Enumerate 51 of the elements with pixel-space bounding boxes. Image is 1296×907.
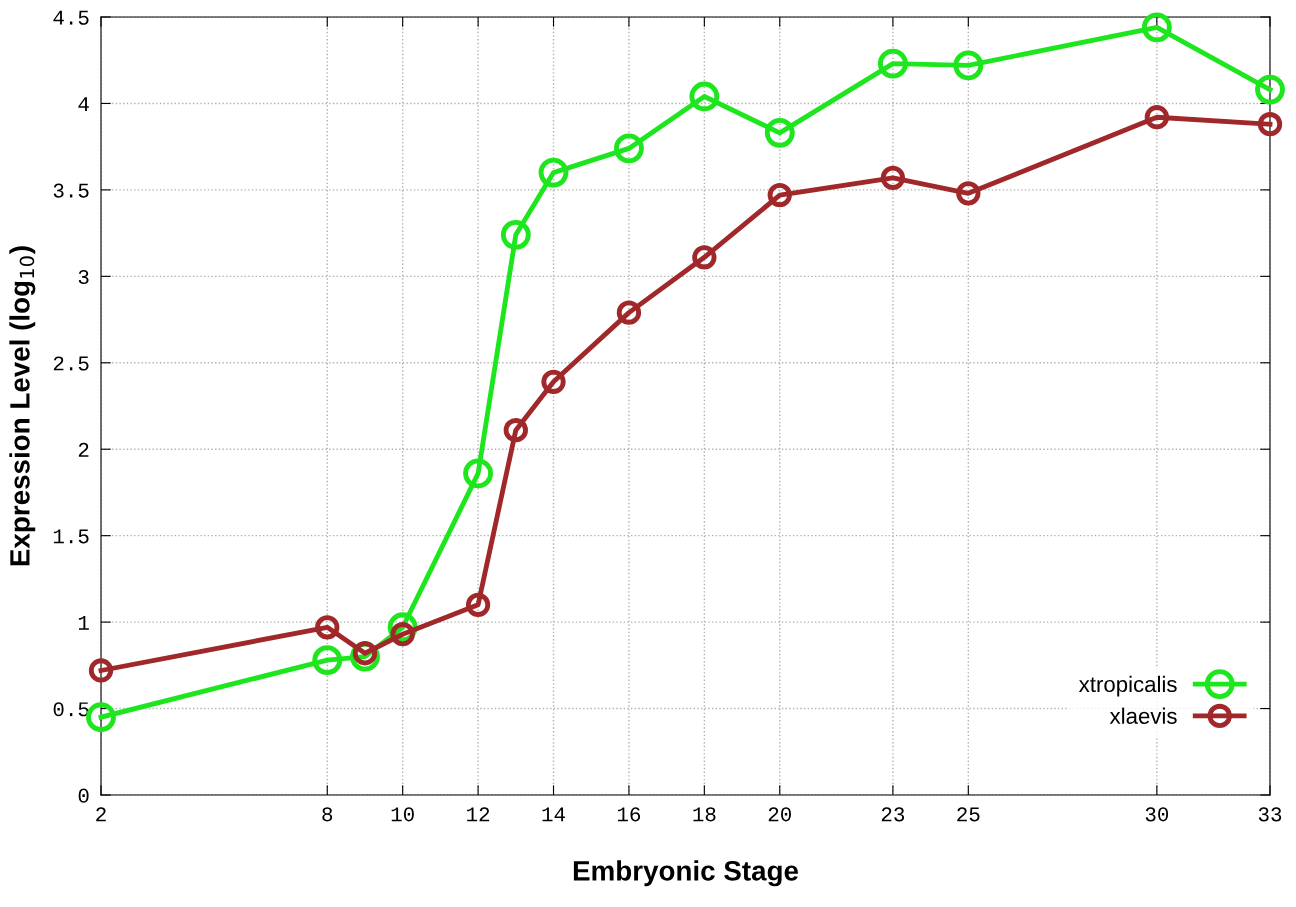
point xyxy=(616,300,642,325)
point xyxy=(465,592,491,617)
y-tick-label: 4 xyxy=(78,97,89,111)
point xyxy=(767,182,792,208)
point xyxy=(877,48,908,79)
point xyxy=(352,641,378,666)
x-tick-label: 8 xyxy=(322,807,333,822)
point xyxy=(956,181,981,206)
x-tick-label: 16 xyxy=(617,807,641,822)
point xyxy=(1141,12,1172,43)
x-tick-label: 14 xyxy=(542,807,565,822)
point xyxy=(538,157,569,188)
y-tick-label: 3 xyxy=(78,269,89,285)
point xyxy=(953,50,984,81)
point xyxy=(88,658,114,683)
legend-label: xtropicalis xyxy=(1078,675,1177,697)
x-tick-label: 30 xyxy=(1145,807,1169,822)
y-tick-label: 1 xyxy=(78,615,89,630)
y-tick-label: 3.5 xyxy=(53,183,89,198)
point xyxy=(1144,105,1170,130)
y-tick-label: 0 xyxy=(78,788,89,803)
point xyxy=(614,133,644,164)
point xyxy=(463,458,494,489)
point xyxy=(1255,74,1285,105)
point xyxy=(880,165,906,190)
point xyxy=(500,219,531,250)
x-axis-title: Embryonic Stage xyxy=(573,860,799,887)
y-tick-label: 0.5 xyxy=(53,702,89,717)
y-tick-label: 2 xyxy=(78,442,89,457)
point xyxy=(86,702,116,733)
point xyxy=(315,615,340,640)
point xyxy=(541,369,566,394)
y-tick-label: 1.5 xyxy=(53,529,89,544)
point xyxy=(692,245,717,270)
point xyxy=(503,418,528,443)
point xyxy=(764,117,795,148)
x-tick-label: 25 xyxy=(957,807,980,822)
x-tick-label: 33 xyxy=(1258,807,1282,822)
legend-label: xlaevis xyxy=(1109,707,1177,724)
x-tick-label: 20 xyxy=(768,807,791,822)
x-tick-label: 2 xyxy=(96,807,106,822)
y-axis-title: Expression Level (log$_{10}$) xyxy=(9,246,36,566)
x-tick-label: 18 xyxy=(693,807,716,822)
point xyxy=(312,645,343,676)
x-tick-label: 23 xyxy=(881,807,905,822)
point xyxy=(689,81,720,112)
x-tick-label: 10 xyxy=(391,807,414,822)
y-tick-label: 2.5 xyxy=(53,356,89,371)
point xyxy=(1257,112,1283,137)
y-tick-label: 4.5 xyxy=(53,10,89,25)
x-tick-label: 12 xyxy=(467,807,490,822)
